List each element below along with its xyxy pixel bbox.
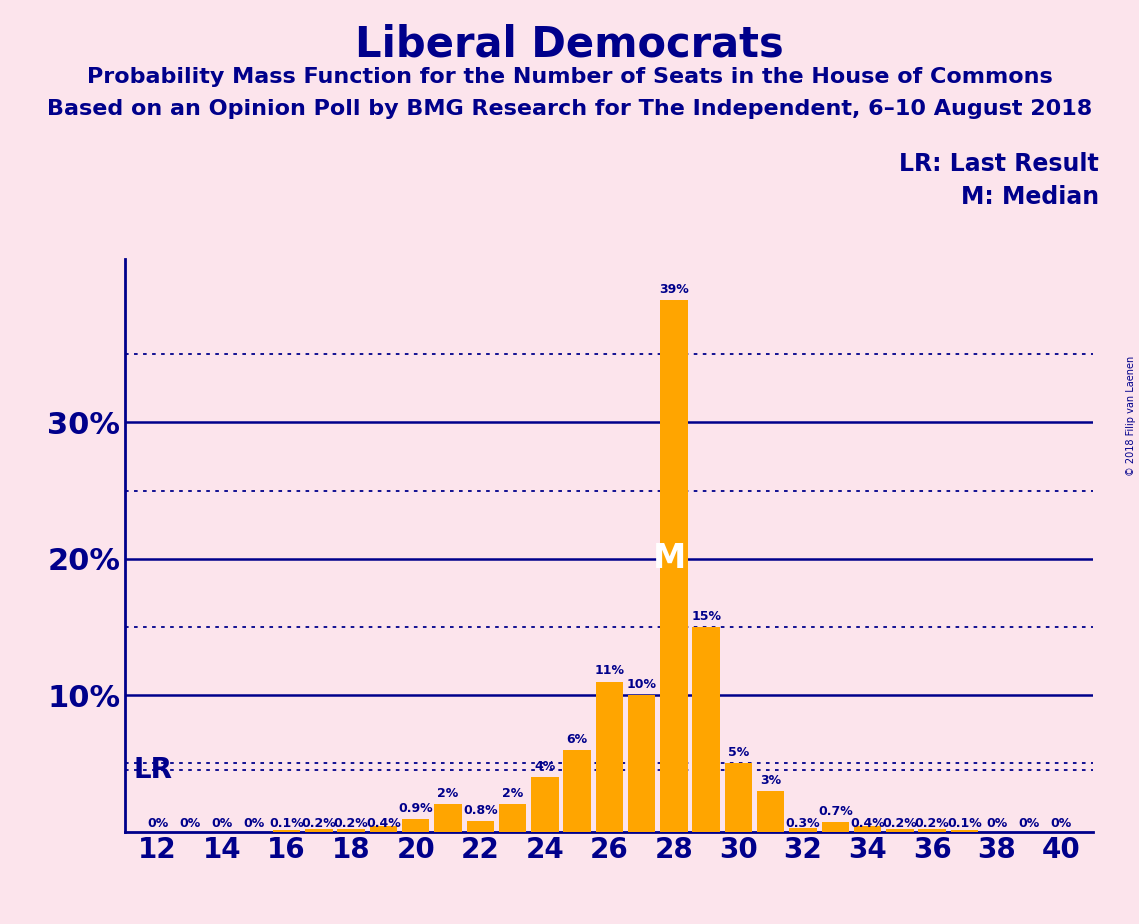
Bar bbox=[661, 299, 688, 832]
Text: 0%: 0% bbox=[244, 817, 265, 830]
Text: 0%: 0% bbox=[147, 817, 169, 830]
Bar bbox=[789, 828, 817, 832]
Bar bbox=[370, 826, 398, 832]
Text: 0.8%: 0.8% bbox=[462, 804, 498, 817]
Bar bbox=[951, 831, 978, 832]
Bar bbox=[628, 695, 655, 832]
Text: 0.2%: 0.2% bbox=[883, 817, 917, 830]
Bar bbox=[467, 821, 494, 832]
Text: 0.3%: 0.3% bbox=[786, 817, 820, 830]
Bar bbox=[564, 749, 591, 832]
Bar bbox=[693, 627, 720, 832]
Bar bbox=[305, 829, 333, 832]
Bar bbox=[757, 791, 785, 832]
Text: 4%: 4% bbox=[534, 760, 556, 773]
Text: 0.4%: 0.4% bbox=[366, 817, 401, 830]
Text: 0.2%: 0.2% bbox=[915, 817, 950, 830]
Text: 0%: 0% bbox=[179, 817, 200, 830]
Text: 0.4%: 0.4% bbox=[850, 817, 885, 830]
Text: 0.2%: 0.2% bbox=[334, 817, 369, 830]
Text: 6%: 6% bbox=[566, 733, 588, 746]
Text: M: Median: M: Median bbox=[961, 185, 1099, 209]
Text: 10%: 10% bbox=[626, 678, 657, 691]
Text: 15%: 15% bbox=[691, 610, 721, 623]
Bar bbox=[854, 826, 882, 832]
Text: 0%: 0% bbox=[1018, 817, 1040, 830]
Text: © 2018 Filip van Laenen: © 2018 Filip van Laenen bbox=[1125, 356, 1136, 476]
Text: 0.9%: 0.9% bbox=[399, 802, 433, 815]
Bar bbox=[531, 777, 558, 832]
Text: 5%: 5% bbox=[728, 747, 749, 760]
Text: 0.7%: 0.7% bbox=[818, 805, 853, 818]
Text: 0.1%: 0.1% bbox=[947, 817, 982, 830]
Text: Probability Mass Function for the Number of Seats in the House of Commons: Probability Mass Function for the Number… bbox=[87, 67, 1052, 87]
Text: Liberal Democrats: Liberal Democrats bbox=[355, 23, 784, 65]
Bar bbox=[434, 804, 461, 832]
Bar bbox=[918, 829, 945, 832]
Text: 39%: 39% bbox=[659, 283, 689, 296]
Text: 0%: 0% bbox=[986, 817, 1007, 830]
Text: Based on an Opinion Poll by BMG Research for The Independent, 6–10 August 2018: Based on an Opinion Poll by BMG Research… bbox=[47, 99, 1092, 119]
Bar bbox=[337, 829, 364, 832]
Bar bbox=[273, 831, 301, 832]
Text: 0.2%: 0.2% bbox=[302, 817, 336, 830]
Text: 0%: 0% bbox=[1050, 817, 1072, 830]
Text: LR: Last Result: LR: Last Result bbox=[900, 152, 1099, 176]
Bar bbox=[402, 820, 429, 832]
Text: 2%: 2% bbox=[502, 787, 523, 800]
Bar bbox=[724, 763, 752, 832]
Text: 0%: 0% bbox=[212, 817, 232, 830]
Bar bbox=[499, 804, 526, 832]
Bar bbox=[886, 829, 913, 832]
Text: 2%: 2% bbox=[437, 787, 459, 800]
Bar bbox=[596, 682, 623, 832]
Text: M: M bbox=[653, 542, 686, 576]
Text: 3%: 3% bbox=[760, 773, 781, 786]
Bar bbox=[821, 822, 849, 832]
Text: 11%: 11% bbox=[595, 664, 624, 677]
Text: LR: LR bbox=[133, 756, 172, 784]
Text: 0.1%: 0.1% bbox=[269, 817, 304, 830]
